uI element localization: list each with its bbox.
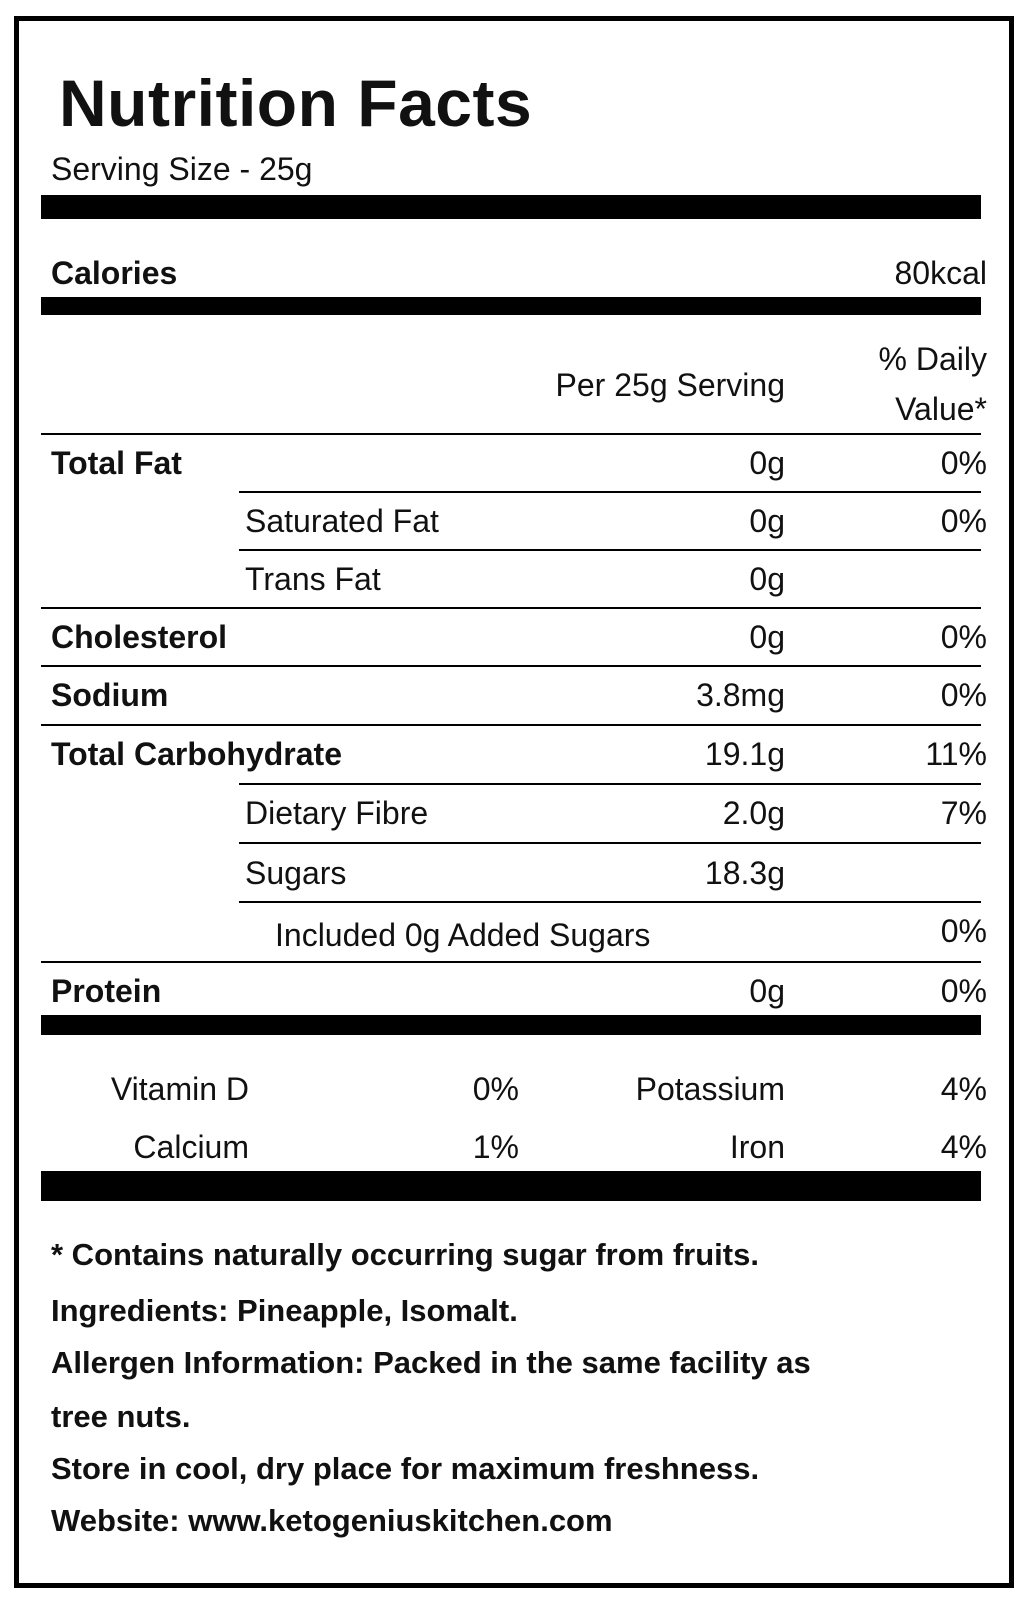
nutrient-amount-trans-fat: 0g — [749, 561, 785, 597]
nutrient-name-sodium: Sodium — [51, 677, 169, 713]
row-divider — [239, 549, 981, 551]
row-divider — [41, 665, 981, 667]
row-divider — [41, 607, 981, 609]
nutrient-dv-added-sugars: 0% — [940, 913, 987, 949]
micro-name-vitamin-d: Vitamin D — [110, 1071, 249, 1107]
nutrient-amount-cholesterol: 0g — [749, 619, 785, 655]
thick-divider-protein — [41, 1015, 981, 1035]
nutrient-name-dietary-fibre: Dietary Fibre — [245, 795, 429, 831]
nutrient-dv-protein: 0% — [940, 973, 987, 1009]
nutrient-amount-saturated-fat: 0g — [749, 503, 785, 539]
nutrient-name-total-fat: Total Fat — [51, 445, 182, 481]
calories-value: 80kcal — [894, 255, 988, 291]
column-header-daily-value-2: Value* — [895, 391, 987, 427]
nutrient-dv-sodium: 0% — [940, 677, 987, 713]
row-divider — [41, 724, 981, 726]
serving-size: Serving Size - 25g — [51, 151, 313, 187]
row-divider — [41, 433, 981, 435]
nutrient-name-protein: Protein — [51, 973, 162, 1009]
nutrient-amount-total-carbohydrate: 19.1g — [704, 736, 785, 772]
micro-dv-potassium: 4% — [940, 1071, 987, 1107]
row-divider — [239, 491, 981, 493]
micro-dv-calcium: 1% — [472, 1129, 519, 1165]
nutrient-name-trans-fat: Trans Fat — [245, 561, 381, 597]
nutrient-name-saturated-fat: Saturated Fat — [245, 503, 439, 539]
nutrient-dv-dietary-fibre: 7% — [940, 795, 987, 831]
row-divider — [239, 901, 981, 903]
column-header-per-serving: Per 25g Serving — [555, 367, 785, 403]
nutrient-amount-protein: 0g — [749, 973, 785, 1009]
micro-name-potassium: Potassium — [635, 1071, 785, 1107]
footer-allergen-line-2: tree nuts. — [51, 1399, 191, 1434]
micro-dv-vitamin-d: 0% — [472, 1071, 519, 1107]
footer-website: Website: www.ketogeniuskitchen.com — [51, 1503, 613, 1538]
calories-label: Calories — [51, 255, 178, 291]
row-divider — [41, 961, 981, 963]
nutrient-name-added-sugars: Included 0g Added Sugars — [275, 917, 651, 953]
nutrient-dv-total-carbohydrate: 11% — [925, 736, 987, 772]
nutrient-name-total-carbohydrate: Total Carbohydrate — [51, 736, 342, 772]
label-title: Nutrition Facts — [59, 66, 533, 140]
micro-dv-iron: 4% — [940, 1129, 987, 1165]
footer-allergen-line-1: Allergen Information: Packed in the same… — [51, 1345, 811, 1380]
micro-name-iron: Iron — [729, 1129, 785, 1165]
nutrient-dv-saturated-fat: 0% — [940, 503, 987, 539]
nutrient-name-cholesterol: Cholesterol — [51, 619, 228, 655]
nutrient-dv-total-fat: 0% — [940, 445, 987, 481]
footer-storage: Store in cool, dry place for maximum fre… — [51, 1451, 760, 1486]
thick-divider-calories — [41, 297, 981, 315]
thick-divider-top — [41, 195, 981, 219]
column-header-daily-value-1: % Daily — [878, 341, 987, 377]
footer-note: * Contains naturally occurring sugar fro… — [51, 1237, 759, 1272]
nutrient-dv-cholesterol: 0% — [940, 619, 987, 655]
footer-ingredients: Ingredients: Pineapple, Isomalt. — [51, 1293, 518, 1328]
row-divider — [239, 783, 981, 785]
nutrient-amount-dietary-fibre: 2.0g — [722, 795, 785, 831]
micro-name-calcium: Calcium — [133, 1129, 249, 1165]
nutrient-amount-total-fat: 0g — [749, 445, 785, 481]
nutrient-name-sugars: Sugars — [245, 855, 347, 891]
row-divider — [239, 842, 981, 844]
nutrition-label: Nutrition Facts Serving Size - 25g Calor… — [14, 16, 1014, 1588]
thick-divider-micros — [41, 1171, 981, 1201]
nutrient-amount-sodium: 3.8mg — [696, 677, 785, 713]
nutrient-amount-sugars: 18.3g — [704, 855, 785, 891]
